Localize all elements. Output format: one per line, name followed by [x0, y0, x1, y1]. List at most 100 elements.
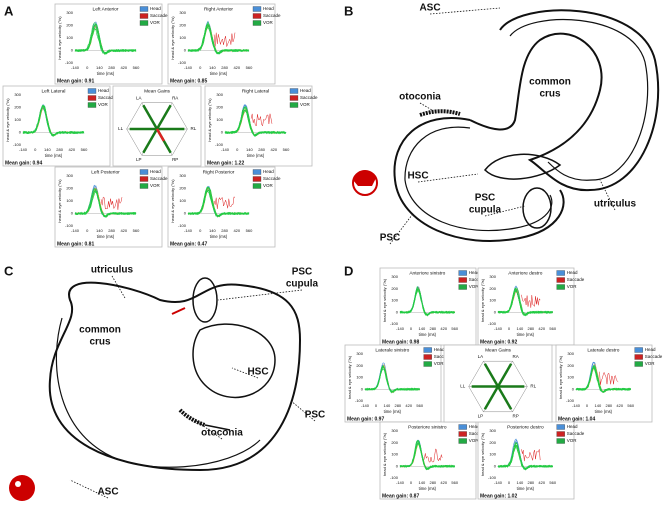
legend-label: VOR [300, 102, 311, 107]
asc-outer [469, 9, 660, 192]
x-tick-label: 140 [96, 228, 103, 233]
legend-swatch [556, 277, 565, 283]
x-tick-label: -140 [396, 480, 405, 485]
x-tick-label: -140 [221, 147, 230, 152]
y-axis-label: head & eye velocity (°/s) [207, 98, 212, 142]
x-axis-label: time (ms) [419, 486, 437, 491]
y-tick-label: -100 [390, 475, 399, 480]
y-tick-label: 0 [221, 130, 224, 135]
y-tick-label: 100 [391, 298, 398, 303]
legend-swatch [556, 284, 565, 290]
x-tick-label: -140 [396, 326, 405, 331]
y-axis-label: head & eye velocity (°/s) [57, 16, 62, 60]
x-tick-label: 420 [270, 147, 277, 152]
y-tick-label: 0 [494, 309, 497, 314]
y-axis-label: head & eye velocity (°/s) [480, 432, 485, 476]
y-tick-label: 200 [179, 186, 186, 191]
polar-title: Mean Gains [144, 88, 170, 94]
trace [497, 290, 553, 317]
y-tick-label: 100 [66, 35, 73, 40]
x-tick-label: 560 [246, 228, 253, 233]
trace [399, 443, 455, 471]
trace [74, 27, 137, 54]
y-tick-label: 100 [489, 298, 496, 303]
leader-line [419, 102, 433, 111]
panel-letter: C [4, 263, 14, 278]
leader-line [484, 205, 526, 217]
diagram-label: ASC [97, 487, 118, 498]
legend-label: Saccade [567, 277, 585, 282]
polar-label: LA [136, 96, 142, 101]
x-tick-label: 140 [44, 147, 51, 152]
legend-swatch [634, 354, 643, 360]
x-tick-label: 560 [246, 65, 253, 70]
diagram-label: cupula [469, 205, 502, 216]
x-tick-label: 420 [405, 403, 412, 408]
legend-label: VOR [98, 102, 109, 107]
x-tick-label: 560 [451, 326, 458, 331]
diagram-label: cupula [286, 279, 319, 290]
x-tick-label: 420 [440, 326, 447, 331]
leader-line [389, 214, 413, 245]
plot-title: Anteriore destro [508, 270, 542, 276]
head [9, 475, 35, 501]
trace [187, 24, 250, 55]
saccade-trace [213, 32, 236, 47]
diagram-label: common [529, 77, 571, 88]
y-tick-label: 100 [391, 452, 398, 457]
x-tick-label: 0 [86, 65, 89, 70]
legend-swatch [139, 13, 149, 19]
y-tick-label: 300 [356, 351, 363, 356]
x-tick-label: 420 [440, 480, 447, 485]
x-tick-label: 280 [527, 326, 534, 331]
x-tick-label: 0 [586, 403, 589, 408]
legend-label: Head [150, 6, 161, 11]
legend-swatch [252, 20, 262, 26]
x-tick-label: 560 [549, 480, 556, 485]
mean-gain: Mean gain: 1.04 [558, 416, 595, 422]
x-tick-label: 280 [429, 480, 436, 485]
y-tick-label: -100 [65, 223, 74, 228]
legend-swatch [634, 347, 643, 353]
y-tick-label: 200 [179, 23, 186, 28]
polar-label: LP [136, 157, 142, 162]
x-tick-label: 560 [133, 228, 140, 233]
x-tick-label: 280 [605, 403, 612, 408]
y-tick-label: 300 [489, 428, 496, 433]
legend-label: Saccade [150, 13, 168, 18]
x-tick-label: 420 [120, 65, 127, 70]
flow-arrow [171, 307, 186, 315]
diagram-label: utriculus [594, 199, 637, 210]
saccade-trace [213, 196, 236, 209]
y-axis-label: head & eye velocity (°/s) [170, 179, 175, 223]
x-tick-label: 140 [209, 65, 216, 70]
x-tick-label: 280 [221, 65, 228, 70]
diagram-label: PSC [305, 410, 326, 421]
x-axis-label: time (ms) [210, 71, 228, 76]
x-tick-label: -140 [494, 480, 503, 485]
leader-line [194, 419, 223, 440]
x-tick-label: 420 [616, 403, 623, 408]
legend-swatch [252, 183, 262, 189]
legend-swatch [423, 354, 432, 360]
diagram-label: otoconia [399, 92, 441, 103]
y-tick-label: 0 [396, 463, 399, 468]
x-axis-label: time (ms) [247, 153, 265, 158]
legend-swatch [458, 431, 467, 437]
legend-swatch [87, 102, 97, 108]
legend-swatch [139, 169, 149, 175]
x-tick-label: 140 [517, 326, 524, 331]
ear [15, 481, 21, 487]
x-tick-label: 280 [108, 228, 115, 233]
polar-label: RL [191, 126, 197, 131]
y-tick-label: 0 [71, 48, 74, 53]
mean-gain: Mean gain: 0.47 [170, 241, 207, 247]
x-tick-label: 280 [527, 480, 534, 485]
legend-swatch [252, 6, 262, 12]
x-tick-label: 420 [120, 228, 127, 233]
x-axis-label: time (ms) [517, 332, 535, 337]
x-tick-label: 0 [34, 147, 37, 152]
y-tick-label: 300 [216, 92, 223, 97]
trace [74, 190, 137, 218]
legend-label: VOR [469, 284, 480, 289]
